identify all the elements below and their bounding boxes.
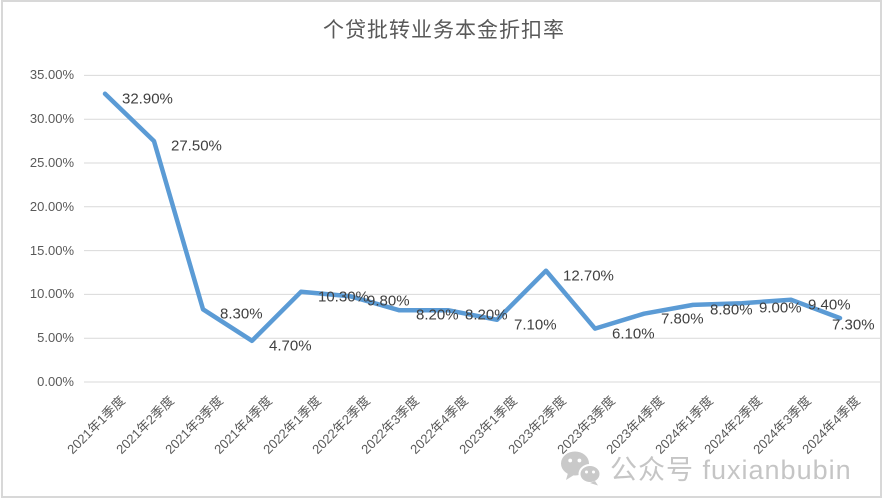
y-tick-label: 0.00% [37,374,74,389]
chart-title: 个贷批转业务本金折扣率 [323,18,565,42]
data-label: 10.30% [318,288,369,306]
data-label: 8.30% [220,305,263,323]
data-label: 8.80% [710,301,753,319]
data-label: 27.50% [171,137,222,155]
data-label: 7.30% [832,316,875,334]
wechat-icon [561,451,602,485]
data-label: 7.10% [514,316,557,334]
y-tick-label: 30.00% [29,111,74,127]
data-label: 32.90% [122,90,173,108]
data-label: 8.20% [465,306,508,324]
watermark-text: 公众号 fuxianbubin [610,455,852,485]
data-label: 4.70% [269,337,312,355]
data-label: 12.70% [563,267,614,285]
y-tick-label: 20.00% [29,198,74,214]
y-tick-label: 5.00% [37,330,74,346]
data-label: 8.20% [416,306,459,324]
data-label: 6.10% [612,325,655,343]
y-tick-label: 15.00% [29,242,74,258]
data-label: 7.80% [661,310,704,328]
y-tick-label: 10.00% [29,286,74,302]
data-label: 9.00% [759,299,802,317]
data-label: 9.40% [808,296,851,314]
data-label: 9.80% [367,292,410,310]
y-tick-label: 35.00% [29,67,74,83]
watermark: 公众号 fuxianbubin [560,448,852,487]
discount-rate-line [102,91,843,344]
y-tick-label: 25.00% [29,155,74,170]
